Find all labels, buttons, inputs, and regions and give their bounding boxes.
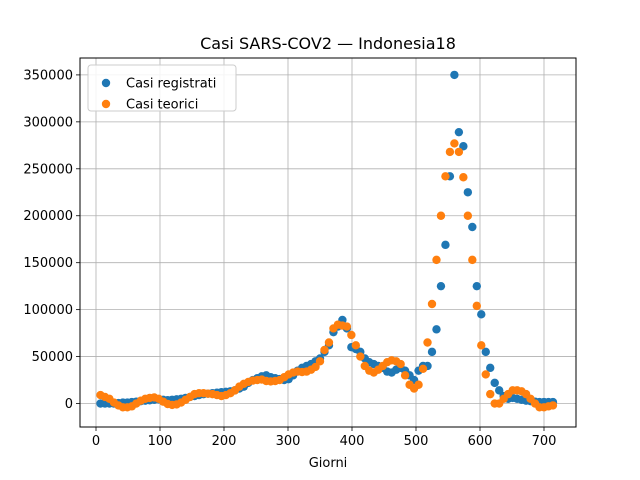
- y-tick-label: 200000: [23, 209, 73, 224]
- data-point: [468, 255, 477, 265]
- data-point: [486, 389, 495, 399]
- data-point: [320, 345, 329, 355]
- data-point: [436, 281, 446, 291]
- axis-ticks: 0 100 200 300 400 500 600 700 0 50000 100000 150000…: [23, 68, 556, 449]
- data-point: [548, 401, 558, 410]
- data-point: [315, 357, 325, 366]
- y-tick-label: 300000: [23, 115, 73, 130]
- series-theoretical: [96, 139, 558, 412]
- y-tick-label: 0: [65, 397, 73, 412]
- chart-title: Casi SARS-COV2 — Indonesia18: [200, 34, 456, 53]
- legend-box: [87, 64, 237, 112]
- x-tick-label: 300: [276, 434, 301, 449]
- data-point: [454, 147, 464, 157]
- x-tick-label: 100: [148, 434, 173, 449]
- data-point: [347, 330, 356, 340]
- legend-label: Casi registrati: [126, 77, 216, 92]
- data-point: [427, 299, 437, 309]
- y-tick-label: 50000: [32, 350, 73, 365]
- y-tick-label: 100000: [23, 303, 73, 318]
- data-point: [356, 352, 365, 361]
- data-point: [481, 347, 490, 357]
- y-tick-label: 350000: [23, 68, 73, 83]
- data-point: [459, 142, 468, 151]
- data-point: [450, 70, 459, 80]
- data-point: [450, 139, 459, 148]
- x-tick-label: 500: [404, 434, 429, 449]
- x-tick-label: 0: [92, 434, 100, 449]
- data-point: [342, 322, 352, 331]
- data-point: [472, 281, 481, 291]
- data-point: [495, 386, 504, 395]
- data-points: [96, 70, 558, 412]
- data-point: [432, 325, 441, 334]
- data-point: [324, 338, 334, 347]
- data-point: [463, 188, 473, 197]
- x-tick-label: 400: [340, 434, 365, 449]
- data-point: [432, 255, 441, 265]
- data-point: [427, 347, 437, 357]
- x-tick-label: 700: [532, 434, 557, 449]
- data-point: [414, 380, 423, 389]
- data-point: [423, 338, 432, 347]
- data-point: [441, 172, 450, 181]
- data-point: [311, 362, 320, 372]
- data-point: [481, 370, 490, 379]
- y-tick-label: 250000: [23, 162, 73, 177]
- legend: Casi registrati Casi teorici: [87, 64, 237, 113]
- x-axis-label: Giorni: [309, 456, 348, 471]
- legend-marker: [101, 99, 111, 109]
- legend-label: Casi teorici: [126, 98, 198, 113]
- legend-marker: [101, 78, 111, 88]
- data-point: [472, 301, 481, 311]
- data-point: [445, 147, 455, 157]
- plot-frame: [79, 57, 577, 428]
- data-point: [418, 364, 428, 373]
- data-point: [396, 359, 405, 369]
- data-point: [441, 240, 450, 250]
- y-tick-label: 150000: [23, 256, 73, 271]
- data-point: [490, 378, 499, 388]
- data-point: [351, 341, 361, 350]
- data-point: [454, 127, 464, 137]
- data-point: [486, 363, 495, 373]
- data-point: [436, 211, 446, 220]
- data-point: [463, 211, 473, 220]
- x-tick-label: 200: [212, 434, 237, 449]
- data-point: [468, 222, 477, 232]
- data-point: [477, 310, 486, 319]
- data-point: [400, 371, 410, 380]
- data-point: [477, 341, 486, 350]
- data-point: [459, 173, 468, 182]
- x-tick-label: 600: [468, 434, 493, 449]
